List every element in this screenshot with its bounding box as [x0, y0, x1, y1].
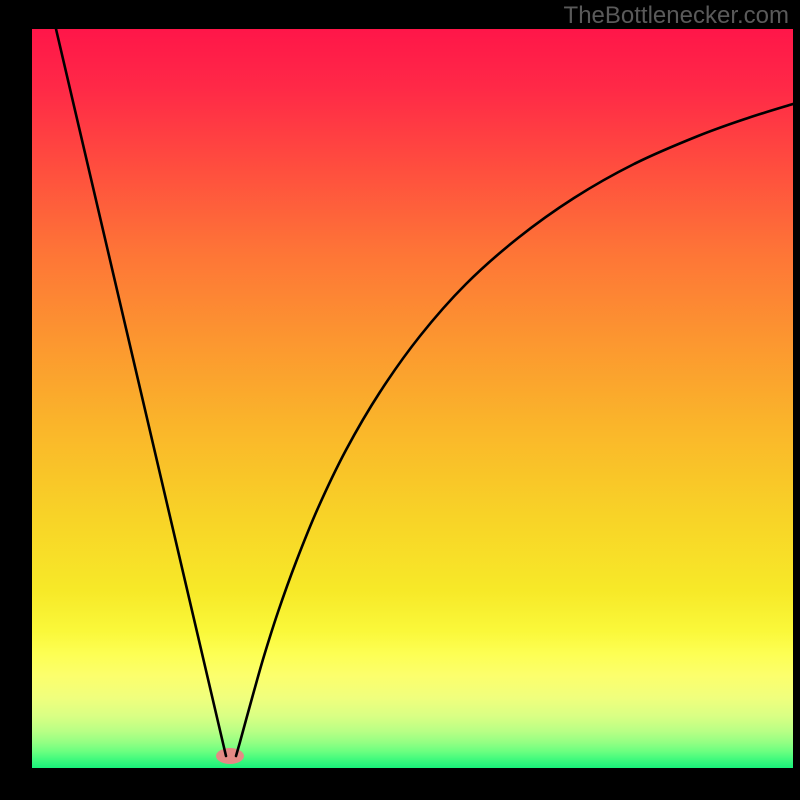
- gradient-background: [32, 29, 793, 768]
- frame-border-right: [793, 0, 800, 800]
- frame-border-left: [0, 0, 32, 800]
- watermark-text: TheBottlenecker.com: [564, 2, 789, 30]
- minimum-marker: [216, 748, 244, 764]
- chart-svg: [0, 0, 800, 800]
- frame-border-bottom: [0, 768, 800, 800]
